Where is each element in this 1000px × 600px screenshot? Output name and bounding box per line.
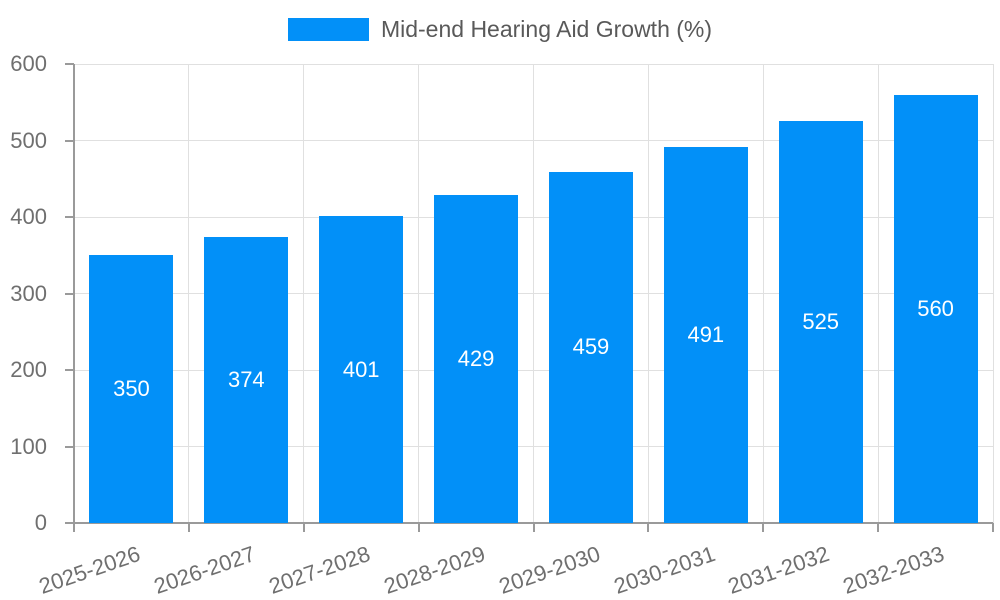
y-axis-label: 0 bbox=[34, 510, 47, 535]
y-axis-label: 300 bbox=[10, 280, 47, 306]
y-tick bbox=[65, 292, 74, 295]
y-tick bbox=[65, 369, 74, 371]
x-tick bbox=[647, 523, 650, 532]
bar-value-label: 374 bbox=[227, 366, 265, 392]
x-axis-label: 2030-2031 bbox=[610, 541, 718, 599]
x-axis-label: 2031-2032 bbox=[725, 541, 833, 599]
bar-value-label: 459 bbox=[572, 334, 610, 360]
bar[interactable]: 429 bbox=[434, 194, 519, 523]
y-tick bbox=[65, 522, 74, 524]
bar[interactable]: 401 bbox=[319, 216, 404, 523]
legend-swatch bbox=[287, 18, 369, 41]
legend-item[interactable]: Mid-end Hearing Aid Growth (%) bbox=[287, 16, 713, 43]
gridline-x bbox=[188, 64, 190, 523]
gridline-x bbox=[418, 64, 420, 523]
gridline-x bbox=[533, 64, 534, 523]
x-tick bbox=[302, 523, 305, 532]
bar[interactable]: 525 bbox=[778, 121, 863, 523]
y-axis-label: 500 bbox=[10, 127, 47, 153]
bar-value-label: 560 bbox=[917, 295, 954, 321]
y-axis-line bbox=[73, 64, 75, 524]
x-axis-label: 2026-2027 bbox=[150, 541, 259, 599]
bar-value-label: 401 bbox=[342, 356, 380, 382]
bar-value-label: 491 bbox=[687, 322, 725, 348]
y-tick bbox=[65, 216, 74, 218]
gridline-x bbox=[762, 64, 764, 523]
x-axis-line bbox=[74, 522, 993, 524]
bar[interactable]: 459 bbox=[548, 171, 633, 523]
x-axis-label: 2028-2029 bbox=[380, 541, 489, 599]
x-tick bbox=[877, 523, 880, 532]
y-axis-label: 200 bbox=[10, 357, 47, 382]
y-tick bbox=[65, 63, 74, 65]
bar[interactable]: 491 bbox=[663, 147, 748, 523]
x-axis-label: 2025-2026 bbox=[35, 541, 144, 599]
bar[interactable]: 560 bbox=[893, 94, 978, 523]
legend-label: Mid-end Hearing Aid Growth (%) bbox=[380, 16, 713, 42]
bar[interactable]: 350 bbox=[89, 255, 174, 523]
gridline-x bbox=[303, 64, 305, 523]
gridline-x bbox=[877, 64, 879, 523]
x-axis-label: 2027-2028 bbox=[265, 541, 374, 599]
bar-value-label: 429 bbox=[457, 345, 495, 371]
x-tick bbox=[417, 523, 420, 532]
x-tick bbox=[187, 523, 190, 532]
x-tick bbox=[762, 523, 765, 532]
bar-value-label: 350 bbox=[113, 376, 150, 402]
x-tick bbox=[992, 523, 994, 532]
x-tick bbox=[73, 523, 75, 532]
gridline-x bbox=[992, 64, 994, 523]
legend: Mid-end Hearing Aid Growth (%) bbox=[0, 16, 1000, 43]
y-axis-label: 600 bbox=[10, 51, 47, 76]
x-tick bbox=[532, 523, 535, 532]
y-tick bbox=[65, 139, 74, 142]
y-axis-label: 400 bbox=[10, 204, 47, 229]
x-axis-label: 2029-2030 bbox=[495, 541, 604, 599]
y-axis-label: 100 bbox=[10, 433, 47, 459]
bar-value-label: 525 bbox=[802, 309, 840, 335]
bar[interactable]: 374 bbox=[204, 236, 289, 523]
gridline-x bbox=[647, 64, 649, 523]
y-tick bbox=[65, 445, 74, 448]
x-axis-label: 2032-2033 bbox=[840, 541, 948, 599]
